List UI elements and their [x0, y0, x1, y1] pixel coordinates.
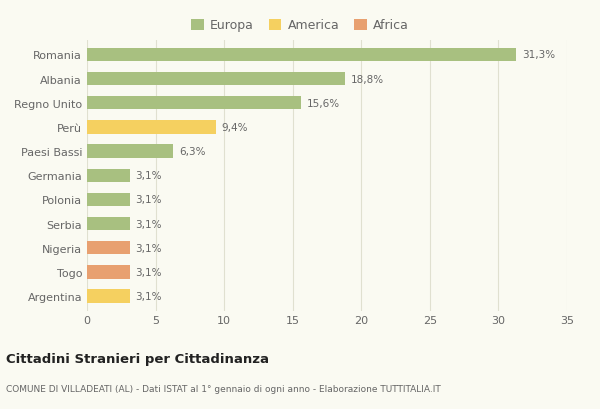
Bar — [87, 218, 130, 231]
Text: 9,4%: 9,4% — [221, 123, 248, 133]
Bar — [87, 121, 216, 134]
Text: 3,1%: 3,1% — [135, 219, 161, 229]
Text: 3,1%: 3,1% — [135, 243, 161, 253]
Text: 3,1%: 3,1% — [135, 171, 161, 181]
Text: COMUNE DI VILLADEATI (AL) - Dati ISTAT al 1° gennaio di ogni anno - Elaborazione: COMUNE DI VILLADEATI (AL) - Dati ISTAT a… — [6, 384, 441, 393]
Text: 3,1%: 3,1% — [135, 291, 161, 301]
Bar — [87, 49, 516, 62]
Bar — [87, 145, 173, 158]
Bar — [87, 73, 345, 86]
Legend: Europa, America, Africa: Europa, America, Africa — [186, 14, 414, 37]
Bar — [87, 266, 130, 279]
Bar — [87, 193, 130, 207]
Text: Cittadini Stranieri per Cittadinanza: Cittadini Stranieri per Cittadinanza — [6, 352, 269, 365]
Bar — [87, 169, 130, 182]
Text: 18,8%: 18,8% — [350, 74, 383, 84]
Text: 31,3%: 31,3% — [522, 50, 555, 61]
Bar — [87, 290, 130, 303]
Text: 15,6%: 15,6% — [307, 99, 340, 108]
Text: 3,1%: 3,1% — [135, 267, 161, 277]
Bar — [87, 97, 301, 110]
Bar — [87, 242, 130, 255]
Text: 6,3%: 6,3% — [179, 147, 205, 157]
Text: 3,1%: 3,1% — [135, 195, 161, 205]
